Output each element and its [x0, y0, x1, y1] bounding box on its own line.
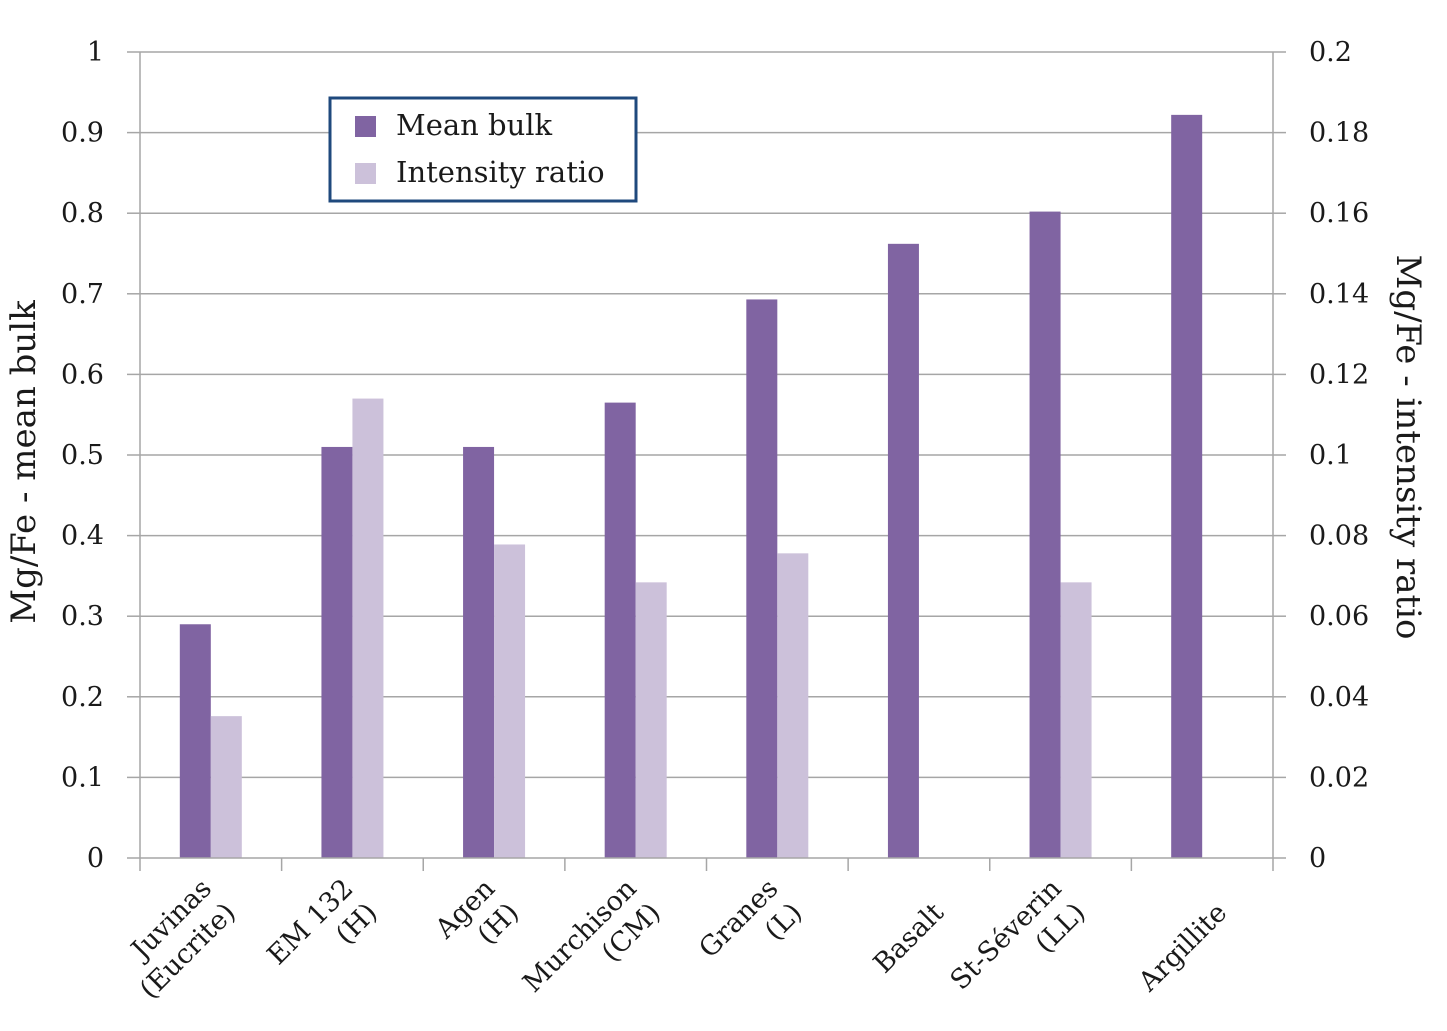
- category-label: Agen(H): [429, 873, 525, 969]
- legend-swatch-intensity-ratio: [355, 163, 376, 184]
- right-axis-tick-label: 0.08: [1309, 521, 1369, 552]
- category-label-line: Argillite: [1132, 897, 1233, 998]
- left-axis-tick-label: 0.4: [61, 521, 104, 552]
- bar-mean-bulk: [746, 299, 778, 858]
- right-axis-tick-label: 0.2: [1309, 37, 1352, 68]
- category-label: Murchison(CM): [517, 873, 667, 1023]
- left-axis-tick-labels: 0 0.1 0.2 0.3 0.4 0.5 0.6 0.7 0.8 0.9 1: [61, 37, 104, 874]
- bar-mean-bulk: [604, 402, 636, 858]
- y-axis-title: Mg/Fe - mean bulk: [4, 300, 44, 624]
- bar-mean-bulk: [321, 446, 353, 858]
- bars: [179, 114, 1203, 859]
- category-labels: Juvinas(Eucrite) EM 132(H) Agen(H)Murchiso…: [110, 873, 1233, 1023]
- y2-axis-title: Mg/Fe - intensity ratio: [1388, 255, 1428, 640]
- right-axis-tick-label: 0.16: [1309, 198, 1369, 229]
- legend-label-intensity-ratio: Intensity ratio: [396, 155, 605, 189]
- left-axis-tick-label: 0.7: [61, 279, 104, 310]
- legend-swatch-mean-bulk: [355, 116, 376, 137]
- left-axis-tick-label: 1: [87, 37, 104, 68]
- bar-mean-bulk: [1171, 114, 1203, 859]
- legend-box: [328, 96, 638, 203]
- gridlines: [140, 51, 1273, 779]
- category-label-line: Basalt: [868, 897, 950, 979]
- bar-intensity-ratio: [777, 553, 809, 858]
- right-axis-tick-labels: 0 0.02 0.04 0.06 0.08 0.1 0.12 0.14 0.16 0.18 0.2: [1309, 37, 1369, 874]
- bar-intensity-ratio: [494, 544, 526, 858]
- bar-intensity-ratio: [210, 716, 242, 858]
- right-axis-tick-label: 0.02: [1309, 762, 1369, 793]
- bar-intensity-ratio: [352, 398, 384, 858]
- category-label: St-Séverin(LL): [944, 873, 1091, 1020]
- category-label: Basalt: [868, 897, 950, 979]
- left-axis-tick-label: 0.3: [61, 601, 104, 632]
- category-label: Granes(L): [693, 873, 808, 988]
- bar-mean-bulk: [179, 624, 211, 858]
- bar-intensity-ratio: [1060, 582, 1092, 858]
- bar-mean-bulk: [887, 243, 919, 858]
- right-axis-tick-label: 0.06: [1309, 601, 1369, 632]
- right-axis-tick-label: 0.04: [1309, 682, 1369, 713]
- category-label: Juvinas(Eucrite): [110, 873, 242, 1005]
- bar-intensity-ratio: [635, 582, 667, 858]
- left-axis-tick-label: 0: [87, 843, 104, 874]
- left-axis-tick-label: 0.9: [61, 118, 104, 149]
- legend: Mean bulk Intensity ratio: [328, 96, 638, 203]
- left-axis-tick-label: 0.8: [61, 198, 104, 229]
- left-axis-tick-label: 0.2: [61, 682, 104, 713]
- left-axis-tick-label: 0.6: [61, 359, 104, 390]
- bar-mean-bulk: [463, 446, 495, 858]
- left-axis-tick-label: 0.5: [61, 440, 104, 471]
- legend-label-mean-bulk: Mean bulk: [396, 108, 553, 142]
- right-axis-tick-label: 0.12: [1309, 359, 1369, 390]
- right-axis-tick-label: 0.18: [1309, 118, 1369, 149]
- right-axis-tick-label: 0.1: [1309, 440, 1352, 471]
- category-label: Argillite: [1132, 897, 1233, 998]
- right-axis-tick-label: 0: [1309, 843, 1326, 874]
- bar-mean-bulk: [1029, 211, 1061, 858]
- left-axis-tick-label: 0.1: [61, 762, 104, 793]
- category-label: EM 132(H): [262, 873, 384, 995]
- axes: [127, 51, 1286, 871]
- right-axis-tick-label: 0.14: [1309, 279, 1369, 310]
